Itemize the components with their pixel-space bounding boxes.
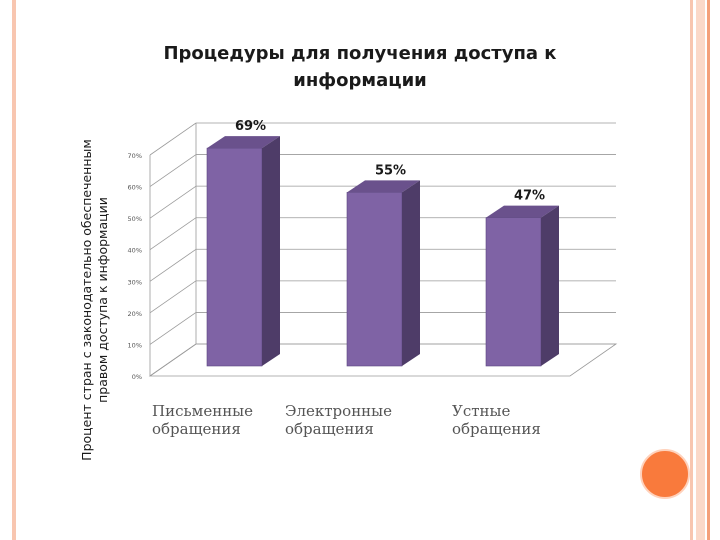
bar-written	[206, 136, 280, 367]
right-stripe-outer	[690, 0, 693, 540]
accent-circle	[640, 449, 690, 499]
y-tick-label: 60%	[128, 184, 142, 192]
bar-electronic-side	[402, 180, 420, 366]
right-stripe-band	[696, 0, 705, 540]
y-tick-label: 50%	[128, 215, 142, 223]
y-tick-label: 20%	[128, 310, 142, 318]
gridline-side	[149, 217, 197, 251]
bar-electronic-top	[347, 180, 420, 193]
gridline-side	[149, 185, 197, 219]
data-label: 47%	[514, 189, 545, 204]
gridline-side	[149, 280, 197, 314]
bar-electronic	[346, 180, 420, 367]
y-tick-label: 30%	[128, 278, 142, 286]
bar-oral-side	[541, 205, 559, 366]
bar-oral	[485, 205, 559, 367]
bar-written-side	[262, 136, 280, 366]
y-tick-label: 70%	[128, 152, 142, 160]
bar-oral-front	[485, 217, 542, 367]
category-label-oral: Устные обращения	[452, 402, 541, 438]
data-label: 69%	[235, 119, 266, 134]
category-label-written: Письменные обращения	[152, 402, 254, 438]
y-tick-label: 0%	[132, 373, 142, 381]
bar-written-top	[207, 136, 280, 149]
bar-written-front	[206, 147, 263, 367]
gridline-side	[149, 312, 197, 345]
bar-oral-top	[486, 205, 559, 218]
y-tick-label: 10%	[128, 341, 142, 349]
left-stripe	[12, 0, 16, 540]
chart-floor	[148, 343, 618, 377]
gridline-side	[149, 248, 197, 282]
bar-electronic-front	[346, 192, 403, 367]
gridline-side	[149, 122, 197, 156]
category-label-electronic: Электронные обращения	[285, 402, 392, 438]
gridline-side	[149, 154, 197, 187]
chart-title: Процедуры для получения доступа к информ…	[163, 43, 557, 91]
data-label: 55%	[375, 163, 406, 178]
y-tick-label: 40%	[128, 247, 142, 255]
right-stripe-inner	[707, 0, 710, 540]
